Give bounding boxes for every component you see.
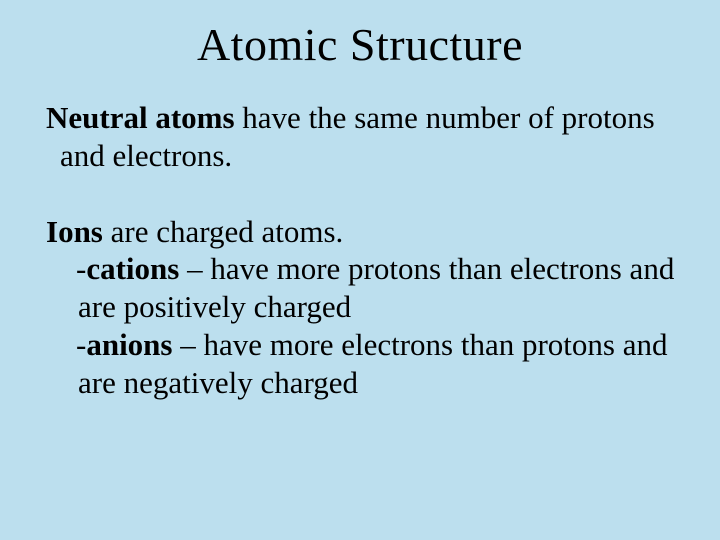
paragraph-ions: Ions are charged atoms. <box>46 213 680 251</box>
ions-text: are charged atoms. <box>103 214 343 249</box>
neutral-atoms-bold: Neutral atoms <box>46 100 235 135</box>
slide-body: Neutral atoms have the same number of pr… <box>40 99 680 402</box>
cations-line: -cations – have more protons than electr… <box>46 250 680 326</box>
slide-title: Atomic Structure <box>40 18 680 71</box>
anions-bold: anions <box>86 327 172 362</box>
anions-line: -anions – have more electrons than proto… <box>46 326 680 402</box>
cations-prefix: - <box>76 251 86 286</box>
ions-bold: Ions <box>46 214 103 249</box>
paragraph-neutral-atoms: Neutral atoms have the same number of pr… <box>46 99 680 175</box>
slide: Atomic Structure Neutral atoms have the … <box>0 0 720 540</box>
anions-prefix: - <box>76 327 86 362</box>
cations-bold: cations <box>86 251 179 286</box>
